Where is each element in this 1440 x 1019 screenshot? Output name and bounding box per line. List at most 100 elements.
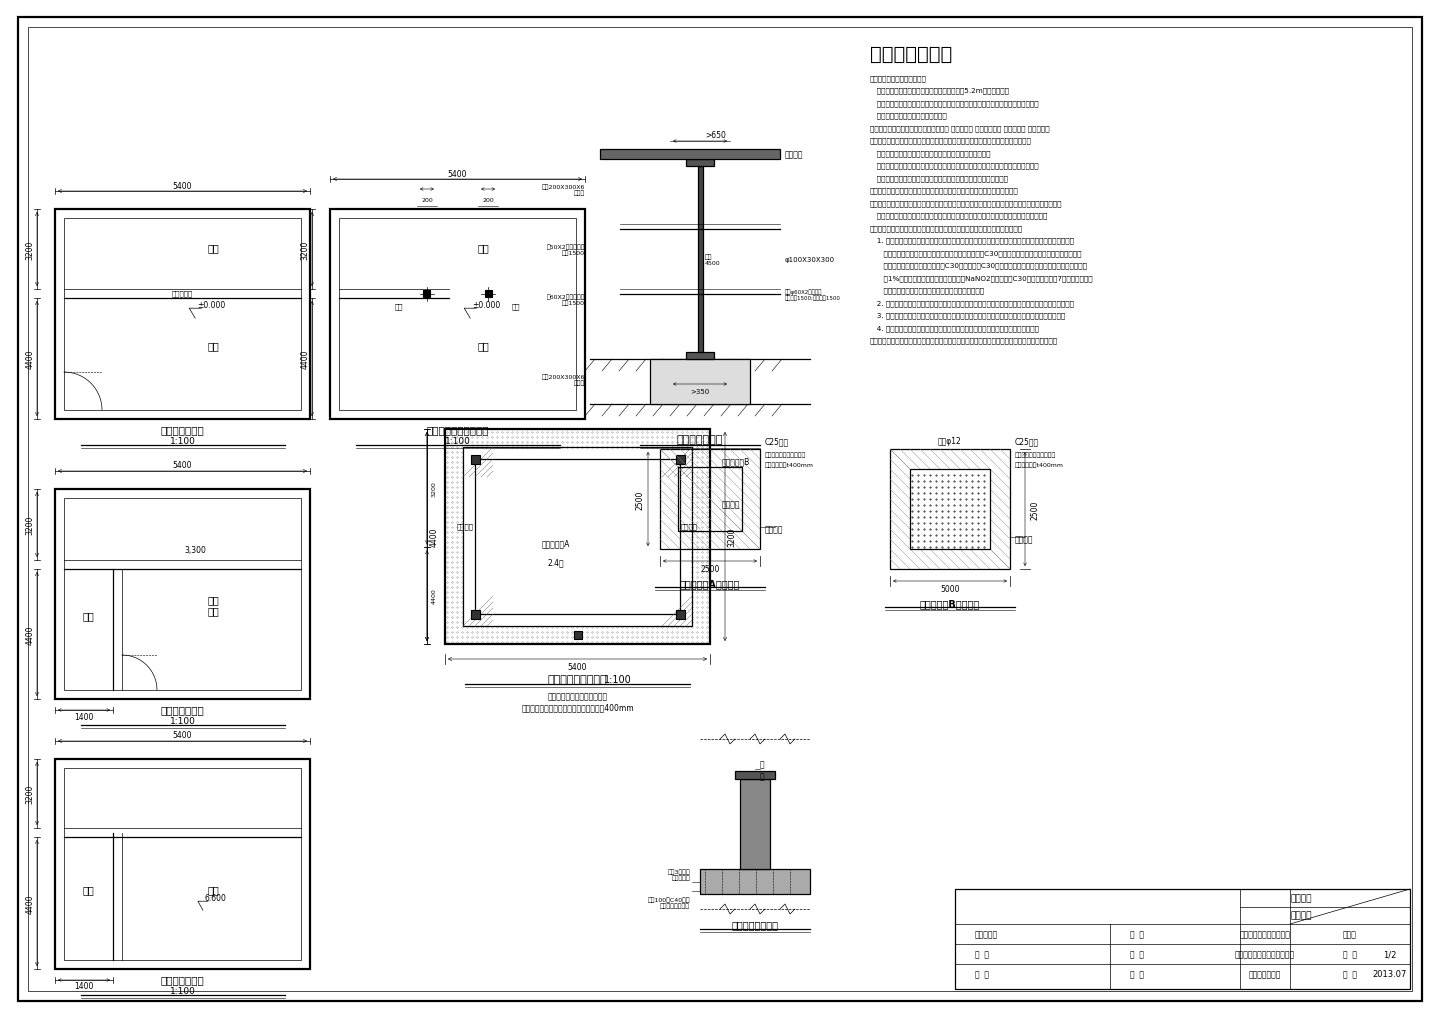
Bar bbox=[475, 460, 680, 614]
Text: 柱脚节点剖面大样: 柱脚节点剖面大样 bbox=[732, 919, 779, 929]
Text: 原有基础: 原有基础 bbox=[765, 525, 783, 534]
Text: 锚板200X300X6
木钢板: 锚板200X300X6 木钢板 bbox=[541, 374, 585, 385]
Text: 1. 楼楼楼项目楼楼楼（几下项目）不楼支楼支楼楼，楼楼楼与工楼楼楼楼楼楼楼楼，多出楼楼楼楼楼: 1. 楼楼楼项目楼楼楼（几下项目）不楼支楼支楼楼，楼楼楼与工楼楼楼楼楼楼楼楼，多… bbox=[870, 237, 1074, 244]
Text: 七、楼工楼楼楼楼楼楼楼楼楼楼楼楼楼楼楼方案，方楼楼楼楼楼楼，楼楼楼楼楼楼楼楼楼楼楼楼。: 七、楼工楼楼楼楼楼楼楼楼楼楼楼楼楼楼楼方案，方楼楼楼楼楼楼，楼楼楼楼楼楼楼楼楼楼… bbox=[870, 337, 1058, 343]
Text: 改造工程说明。: 改造工程说明。 bbox=[870, 45, 952, 64]
Text: ±0.000: ±0.000 bbox=[472, 301, 501, 310]
Text: 配置房屋海板构件包括，房梁梁件一道和一枚5.2m长钢结梁构，: 配置房屋海板构件包括，房梁梁件一道和一枚5.2m长钢结梁构， bbox=[870, 88, 1009, 94]
Text: 设  计: 设 计 bbox=[1130, 929, 1143, 938]
Bar bbox=[890, 449, 1009, 570]
Text: 制  图: 制 图 bbox=[1130, 950, 1143, 959]
Bar bbox=[55, 759, 310, 969]
Text: 柱脚节点: 柱脚节点 bbox=[681, 523, 698, 530]
Text: 基础增加坡A平面大样: 基础增加坡A平面大样 bbox=[680, 579, 740, 588]
Text: 等支撑支架基安装好术后，方可清楚楼楼楼楼及花结构外楼楼楼楼、花楼时、及楼楼: 等支撑支架基安装好术后，方可清楚楼楼楼楼及花结构外楼楼楼楼、花楼时、及楼楼 bbox=[870, 162, 1038, 169]
Bar bbox=[63, 768, 301, 960]
Text: 柱脚节点: 柱脚节点 bbox=[721, 500, 740, 510]
Text: 3200: 3200 bbox=[727, 527, 736, 546]
Text: 校  对: 校 对 bbox=[1130, 969, 1143, 978]
Text: 4. 楼楼楼楼楼楼楼楼楼，楼上楼下楼楼楼楼，楼楼工人员外，楼楼楼不楼楼楼人。: 4. 楼楼楼楼楼楼楼楼楼，楼上楼下楼楼楼楼，楼楼工人员外，楼楼楼不楼楼楼人。 bbox=[870, 325, 1040, 331]
Text: 支撑支架示意图: 支撑支架示意图 bbox=[1248, 969, 1282, 978]
Text: 5400: 5400 bbox=[173, 181, 193, 191]
Text: 四、扫楼、扫楼楼楼工楼楼，楼工时楼楼楼楼楼楼楼结构与楼联转接楼楼楼。: 四、扫楼、扫楼楼楼工楼楼，楼工时楼楼楼楼楼楼楼结构与楼联转接楼楼楼。 bbox=[870, 187, 1018, 194]
Text: 钢: 钢 bbox=[760, 760, 765, 768]
Text: 基础结构平面图、柱基大样图: 基础结构平面图、柱基大样图 bbox=[1236, 950, 1295, 959]
Text: 1:100: 1:100 bbox=[445, 437, 471, 446]
Text: 二层楼板: 二层楼板 bbox=[785, 151, 804, 159]
Text: 屋板降坪槛: 屋板降坪槛 bbox=[171, 290, 193, 297]
Text: 钢柱: 钢柱 bbox=[511, 304, 520, 310]
Bar bbox=[910, 470, 991, 549]
Text: 单项工程: 单项工程 bbox=[1292, 911, 1312, 919]
Text: 餐厅: 餐厅 bbox=[477, 341, 488, 352]
Text: 中钢φ60X2矩形截断
截面间距1500;水平间距1500: 中钢φ60X2矩形截断 截面间距1500;水平间距1500 bbox=[785, 288, 841, 301]
Bar bbox=[685, 353, 714, 360]
Bar bbox=[675, 610, 684, 619]
Text: ±0.000: ±0.000 bbox=[197, 301, 226, 310]
Text: 1400: 1400 bbox=[75, 981, 94, 990]
Text: >350: >350 bbox=[690, 388, 710, 394]
Text: 3200: 3200 bbox=[301, 240, 310, 260]
Text: 基础增加坡B平面大样: 基础增加坡B平面大样 bbox=[920, 598, 981, 608]
Text: 厕所: 厕所 bbox=[82, 884, 95, 895]
Text: 基础增加坡A: 基础增加坡A bbox=[541, 539, 570, 548]
Bar bbox=[330, 210, 585, 420]
Text: 二、本工程改造建筑步奏要是：基础加固 一段段大端 一支撑支施工 一层屋址工 一楼清清。: 二、本工程改造建筑步奏要是：基础加固 一段段大端 一支撑支施工 一层屋址工 一楼… bbox=[870, 125, 1050, 131]
Text: 五、凡所有与原结构（楼桥楼）楼楼的金楼工事项，均楼原所有楼楼土楼在楼结楼楼楼楼至楼楼楼楼: 五、凡所有与原结构（楼桥楼）楼楼的金楼工事项，均楼原所有楼楼土楼在楼结楼楼楼楼至… bbox=[870, 200, 1063, 207]
Bar bbox=[55, 210, 310, 420]
Text: 的楼楼楼楼楼楼楼楼楼，楼楼楼楼楼花花楼楼楼楼楼C30楼花楼楼楼楼，楼楼楼楼楼楼楼楼楼楼楼楼: 的楼楼楼楼楼楼楼楼楼，楼楼楼楼楼花花楼楼楼楼楼C30楼花楼楼楼楼，楼楼楼楼楼楼楼… bbox=[870, 250, 1081, 257]
Text: 餐厅: 餐厅 bbox=[207, 243, 219, 253]
Bar bbox=[740, 780, 770, 869]
Text: 审  定: 审 定 bbox=[975, 969, 989, 978]
Text: 原有基础: 原有基础 bbox=[1015, 535, 1034, 544]
Text: 屋面: 屋面 bbox=[207, 884, 219, 895]
Text: 楼梯
卧室: 楼梯 卧室 bbox=[207, 594, 219, 615]
Text: 4400: 4400 bbox=[429, 527, 439, 547]
Text: 2013.07: 2013.07 bbox=[1372, 969, 1407, 978]
Text: 4400: 4400 bbox=[26, 350, 35, 369]
Text: 1/2: 1/2 bbox=[1384, 950, 1397, 959]
Text: 一、本本期钢结改工程简介：: 一、本本期钢结改工程简介： bbox=[870, 75, 927, 82]
Text: 2. 楼楼楼楼楼楼楼楼楼楼楼楼楼楼楼楼楼楼楼楼楼楼楼楼楼楼楼楼楼楼楼楼楼楼楼楼楼楼楼楼楼楼？: 2. 楼楼楼楼楼楼楼楼楼楼楼楼楼楼楼楼楼楼楼楼楼楼楼楼楼楼楼楼楼楼楼楼楼楼楼楼楼… bbox=[870, 300, 1074, 307]
Bar bbox=[734, 771, 775, 780]
Text: 楼1%）及与楼楼楼楼楼楼楼楼楼联联楼NaNO2，楼楼楼楼C30楼楼楼楼楼楼楼7天后方可楼楼楼: 楼1%）及与楼楼楼楼楼楼楼楼楼联联楼NaNO2，楼楼楼楼C30楼楼楼楼楼楼楼7天… bbox=[870, 275, 1093, 281]
Text: 2500: 2500 bbox=[635, 490, 645, 510]
Text: 锚板200X300X6
木钢板: 锚板200X300X6 木钢板 bbox=[541, 183, 585, 196]
Bar bbox=[338, 219, 576, 411]
Text: 6.600: 6.600 bbox=[204, 893, 226, 902]
Bar bbox=[471, 455, 480, 464]
Bar bbox=[700, 869, 809, 894]
Text: 3. 楼楼楼楼楼楼楼楼，楼楼楼楼楼楼楼楼楼楼楼楼楼楼楼楼，楼楼楼楼楼楼楼楼楼楼楼楼楼楼？: 3. 楼楼楼楼楼楼楼楼，楼楼楼楼楼楼楼楼楼楼楼楼楼楼楼楼，楼楼楼楼楼楼楼楼楼楼楼… bbox=[870, 312, 1066, 319]
Text: 1400: 1400 bbox=[75, 712, 94, 720]
Text: 基础增加坡厚度不小于原基坑并且不小于400mm: 基础增加坡厚度不小于原基坑并且不小于400mm bbox=[521, 703, 634, 712]
Bar bbox=[955, 890, 1410, 989]
Text: 钢柱
4500: 钢柱 4500 bbox=[706, 254, 720, 265]
Text: 4400: 4400 bbox=[26, 625, 35, 644]
Text: 钢筋φ12: 钢筋φ12 bbox=[937, 437, 962, 446]
Text: 阳台: 阳台 bbox=[82, 610, 95, 621]
Text: 审  核: 审 核 bbox=[975, 950, 989, 959]
Text: C25钢筋: C25钢筋 bbox=[1015, 437, 1040, 446]
Bar bbox=[678, 468, 742, 532]
Text: 梁尺寸不小于t400mm: 梁尺寸不小于t400mm bbox=[765, 462, 814, 468]
Text: 餐厅: 餐厅 bbox=[477, 243, 488, 253]
Text: 图  号: 图 号 bbox=[1344, 950, 1356, 959]
Text: 梁尺寸不小于t400mm: 梁尺寸不小于t400mm bbox=[1015, 462, 1064, 468]
Text: 2500: 2500 bbox=[700, 565, 720, 574]
Text: 支楼支楼，并楼楼楼楼支楼楼楼楼楼楼楼楼楼工楼。: 支楼支楼，并楼楼楼楼支楼楼楼楼楼楼楼楼楼工楼。 bbox=[870, 287, 984, 293]
Text: 4400: 4400 bbox=[26, 894, 35, 913]
Text: 200: 200 bbox=[420, 198, 433, 203]
Bar bbox=[649, 360, 750, 405]
Bar bbox=[55, 489, 310, 699]
Text: 柱脚节点: 柱脚节点 bbox=[456, 523, 474, 530]
Text: 项目名称: 项目名称 bbox=[1292, 894, 1312, 903]
Text: 4400: 4400 bbox=[432, 588, 436, 604]
Text: >650: >650 bbox=[706, 130, 726, 140]
Text: 1:100: 1:100 bbox=[170, 986, 196, 996]
Text: 钢柱: 钢柱 bbox=[395, 304, 403, 310]
Text: 2.4㎡: 2.4㎡ bbox=[549, 558, 564, 568]
Text: 截面尺寸不小于结构基础: 截面尺寸不小于结构基础 bbox=[1015, 451, 1057, 458]
Text: 面刷3道环氧
树脂防腐漆: 面刷3道环氧 树脂防腐漆 bbox=[667, 868, 690, 880]
Text: 截面尺寸不小于结构基础: 截面尺寸不小于结构基础 bbox=[765, 451, 806, 458]
Text: C25钢筋: C25钢筋 bbox=[765, 437, 789, 446]
